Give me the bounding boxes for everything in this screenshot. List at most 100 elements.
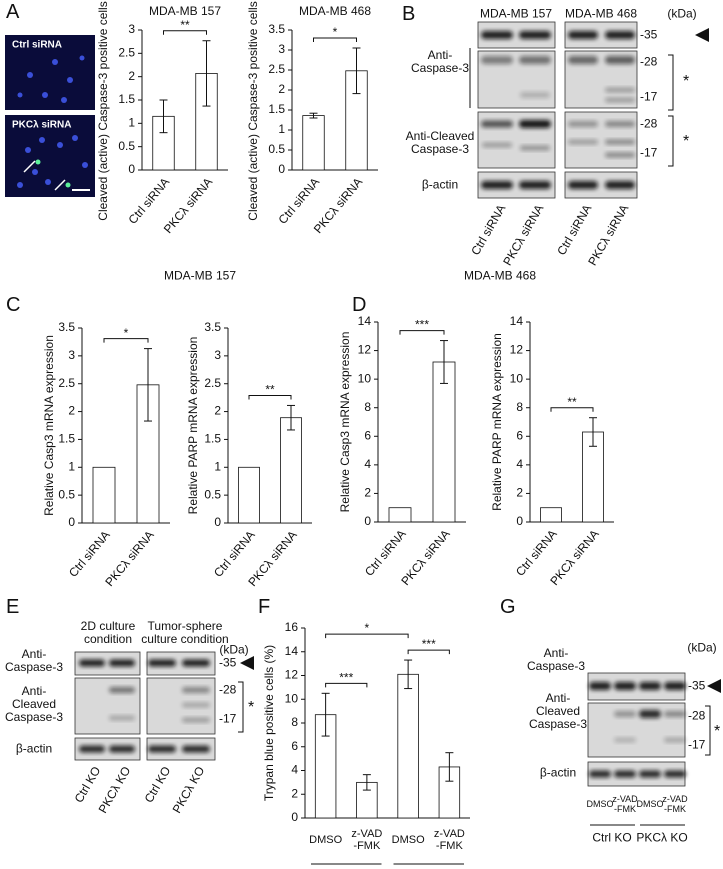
- condition-label: Tumor-sphere culture condition: [141, 618, 229, 646]
- blot-band: [605, 121, 635, 127]
- bar: [302, 115, 325, 171]
- blot-band: [605, 56, 635, 64]
- error-bar: [589, 417, 597, 447]
- blot-band: [481, 120, 513, 128]
- blot-band: [481, 56, 513, 64]
- y-axis-label: Relative Casp3 mRNA expression: [338, 332, 352, 513]
- x-tick-label: DMSO: [309, 833, 343, 846]
- error-bar: [321, 692, 330, 737]
- marker-label: -17: [219, 711, 237, 726]
- blot-band: [109, 715, 135, 721]
- significance-bracket: [407, 649, 450, 655]
- row-label: Anti- Caspase-3: [410, 47, 470, 75]
- cell-line-label: MDA-MB 157: [479, 6, 553, 21]
- y-tick-label: 16: [285, 620, 299, 634]
- error-bar: [202, 40, 211, 107]
- x-tick-label: Ctrl siRNA: [66, 528, 113, 580]
- blot-band: [109, 745, 135, 753]
- blot-band: [519, 120, 551, 128]
- blot-band: [481, 181, 513, 189]
- blot-band: [182, 717, 210, 723]
- error-bar: [362, 774, 371, 791]
- y-tick-label: 2: [364, 486, 371, 500]
- bracket: [668, 54, 674, 111]
- y-tick-label: 3: [214, 348, 221, 362]
- bar: [280, 417, 302, 524]
- bar: [388, 507, 412, 523]
- y-tick-label: 8: [291, 715, 298, 729]
- bracket: [238, 681, 244, 733]
- y-tick-label: 3.5: [58, 320, 75, 334]
- group-label: PKCλ KO: [636, 830, 688, 845]
- y-tick-label: 3: [278, 42, 285, 56]
- y-tick-label: 0: [278, 162, 285, 176]
- blot: [146, 651, 216, 676]
- significance-label: **: [180, 18, 190, 32]
- marker-label: -28: [688, 708, 706, 723]
- x-tick-label: Ctrl siRNA: [276, 175, 323, 227]
- y-tick-label: 14: [358, 314, 372, 328]
- panel-letter: B: [402, 3, 416, 25]
- row-label: β-actin: [421, 177, 459, 192]
- blot-band: [605, 87, 635, 93]
- y-tick-label: 0: [214, 515, 221, 529]
- asterisk: *: [683, 133, 690, 151]
- blot-band: [148, 659, 176, 667]
- y-tick-label: 12: [358, 343, 372, 357]
- blot: [146, 737, 216, 761]
- error-bar: [144, 348, 152, 422]
- marker-label: -35: [219, 655, 237, 670]
- bracket: [668, 115, 674, 167]
- panel-letter: C: [6, 294, 21, 316]
- blot-band: [639, 770, 661, 778]
- blot-band: [182, 702, 210, 708]
- y-tick-label: 1.5: [58, 432, 75, 446]
- error-bar: [445, 752, 454, 782]
- image-label: Ctrl siRNA: [12, 39, 63, 51]
- row-label: Anti- Caspase-3: [526, 645, 586, 673]
- y-tick-label: 1: [278, 122, 285, 136]
- y-tick-label: 10: [358, 371, 372, 385]
- significance-bracket: [550, 407, 594, 412]
- row-label: Anti- Cleaved Caspase-3: [4, 684, 64, 725]
- bar: [92, 466, 116, 524]
- marker-label: -28: [640, 116, 658, 131]
- y-tick-label: 4: [516, 457, 523, 471]
- significance-label: ***: [339, 670, 353, 684]
- y-tick-label: 6: [291, 739, 298, 753]
- significance-label: **: [567, 395, 577, 409]
- y-tick-label: 0: [291, 810, 298, 824]
- y-tick-label: 2.5: [268, 62, 285, 76]
- arrowhead: [695, 28, 709, 42]
- x-tick-label: Ctrl siRNA: [362, 527, 409, 579]
- blot-band: [664, 711, 686, 717]
- y-axis-label: Cleaved (active) Caspase-3 positive cell…: [246, 0, 260, 221]
- y-tick-label: 10: [510, 371, 524, 385]
- row-label: β-actin: [15, 741, 53, 756]
- blot-band: [182, 687, 210, 693]
- significance-label: **: [265, 383, 275, 397]
- y-tick-label: 0: [68, 515, 75, 529]
- blot-band: [79, 659, 105, 667]
- marker-label: -28: [640, 54, 658, 69]
- y-tick-label: 1.5: [268, 102, 285, 116]
- y-axis-label: Relative PARP mRNA expression: [490, 333, 504, 511]
- marker-label: -17: [688, 737, 706, 752]
- panel-letter: D: [352, 294, 367, 316]
- y-tick-label: 2: [128, 69, 135, 83]
- blot-band: [664, 737, 686, 743]
- unit-label: (kDa): [667, 6, 697, 21]
- chart-title: MDA-MB 157: [149, 4, 221, 18]
- bracket: [705, 705, 711, 756]
- marker-label: -35: [640, 27, 658, 42]
- significance-bracket: [103, 338, 149, 343]
- unit-label: (kDa): [687, 640, 717, 655]
- bar: [432, 361, 456, 523]
- y-tick-label: 1: [68, 459, 75, 473]
- blot-band: [519, 31, 551, 39]
- y-tick-label: 2.5: [58, 376, 75, 390]
- x-tick-label: z-VAD -FMK: [433, 827, 465, 852]
- row-label: β-actin: [539, 765, 577, 780]
- group-label: Ctrl KO: [592, 830, 632, 845]
- blot-band: [589, 682, 611, 690]
